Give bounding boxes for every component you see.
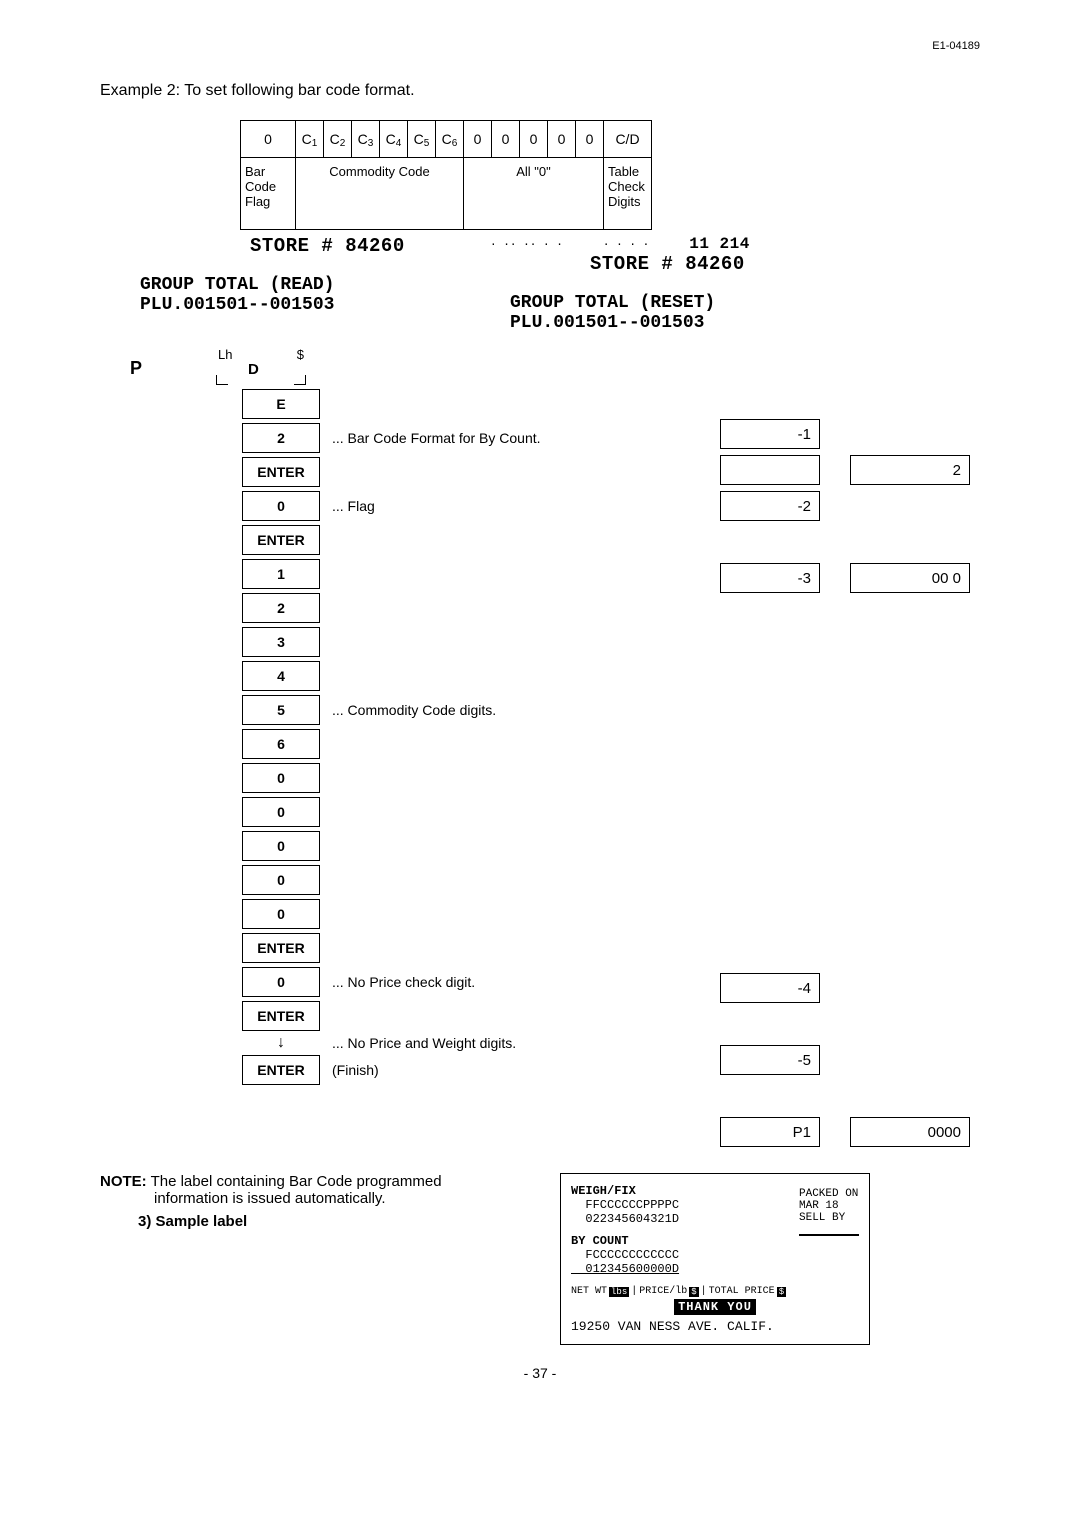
key-0: 0 xyxy=(242,491,320,521)
noise-text: . .. .. . . xyxy=(490,235,563,253)
display-left: -1 xyxy=(720,419,820,449)
key-sequence: P Lh D $ E2... Bar Code Format for By Co… xyxy=(150,353,980,1153)
key-label: ... Bar Code Format for By Count. xyxy=(332,430,541,446)
key-0: 0 xyxy=(242,865,320,895)
barcode-label-cell: Commodity Code xyxy=(296,158,464,230)
lh-text: Lh xyxy=(218,347,232,362)
barcode-cell: 0 xyxy=(464,120,492,158)
display-left: -3 xyxy=(720,563,820,593)
left-store: STORE # 84260 xyxy=(250,235,430,257)
key-0: 0 xyxy=(242,967,320,997)
sample-address: 19250 VAN NESS AVE. CALIF. xyxy=(571,1319,859,1334)
key-0: 0 xyxy=(242,797,320,827)
key-enter: ENTER xyxy=(242,525,320,555)
barcode-cell: C5 xyxy=(408,120,436,158)
display-right: 0000 xyxy=(850,1117,970,1147)
key-enter: ENTER xyxy=(242,1055,320,1085)
barcode-cell: C/D xyxy=(604,120,652,158)
dollar-text: $ xyxy=(297,347,304,362)
sample-l5: FCCCCCCCCCCCC xyxy=(571,1248,859,1262)
barcode-label-cell: All "0" xyxy=(464,158,604,230)
note-zone: NOTE: The label containing Bar Code prog… xyxy=(100,1173,980,1345)
key-4: 4 xyxy=(242,661,320,691)
packed-on: PACKED ON xyxy=(799,1188,859,1200)
right-store: STORE # 84260 xyxy=(590,253,870,275)
sample-footer-row: NET WT lbs | PRICE/lb $ | TOTAL PRICE $ xyxy=(571,1286,859,1297)
left-group-total: GROUP TOTAL (READ) xyxy=(140,275,430,295)
sample-label: WEIGH/FIX FFCCCCCCPPPPC 022345604321D BY… xyxy=(560,1173,870,1345)
barcode-format-table: 0C1C2C3C4C5C600000C/D Bar Code FlagCommo… xyxy=(240,120,980,230)
key-0: 0 xyxy=(242,763,320,793)
right-plu: PLU.001501--001503 xyxy=(510,313,870,333)
barcode-cell: C4 xyxy=(380,120,408,158)
receipt-zone: STORE # 84260 GROUP TOTAL (READ) PLU.001… xyxy=(100,235,980,333)
p-marker: P xyxy=(130,358,210,379)
display-right: 00 0 xyxy=(850,563,970,593)
key-1: 1 xyxy=(242,559,320,589)
packed-block: PACKED ON MAR 18 SELL BY xyxy=(799,1188,859,1236)
key-label: ... No Price and Weight digits. xyxy=(332,1035,516,1051)
key-5: 5 xyxy=(242,695,320,725)
display-left: -2 xyxy=(720,491,820,521)
key-0: 0 xyxy=(242,831,320,861)
sell-by: SELL BY xyxy=(799,1212,859,1224)
barcode-label-cell: Bar Code Flag xyxy=(240,158,296,230)
barcode-cell: 0 xyxy=(492,120,520,158)
note-line2: information is issued automatically. xyxy=(154,1190,530,1207)
barcode-label-cell: Table Check Digits xyxy=(604,158,652,230)
barcode-cell: 0 xyxy=(520,120,548,158)
key-label: (Finish) xyxy=(332,1062,379,1078)
barcode-cell: C1 xyxy=(296,120,324,158)
barcode-cell: C6 xyxy=(436,120,464,158)
noise-text-2: . . . . xyxy=(603,235,649,253)
key-label: ... Commodity Code digits. xyxy=(332,702,496,718)
barcode-cell: 0 xyxy=(240,120,296,158)
barcode-cell: C2 xyxy=(324,120,352,158)
barcode-cell: 0 xyxy=(576,120,604,158)
noise-right: 11 214 xyxy=(689,235,750,253)
display-left: -5 xyxy=(720,1045,820,1075)
thank-you: THANK YOU xyxy=(674,1299,756,1315)
key-6: 6 xyxy=(242,729,320,759)
key-enter: ENTER xyxy=(242,457,320,487)
key-3: 3 xyxy=(242,627,320,657)
arrow-down-icon: ↓ xyxy=(242,1038,320,1048)
sample-l4: BY COUNT xyxy=(571,1234,859,1248)
key-label: ... Flag xyxy=(332,498,375,514)
doc-id: E1-04189 xyxy=(100,40,980,52)
key-2: 2 xyxy=(242,423,320,453)
d-text: D xyxy=(248,361,259,378)
right-group-total: GROUP TOTAL (RESET) xyxy=(510,293,870,313)
key-2: 2 xyxy=(242,593,320,623)
key-label: ... No Price check digit. xyxy=(332,974,475,990)
note-line1: NOTE: The label containing Bar Code prog… xyxy=(100,1173,530,1190)
sample-label-heading: 3) Sample label xyxy=(138,1213,530,1230)
key-0: 0 xyxy=(242,899,320,929)
key-enter: ENTER xyxy=(242,933,320,963)
packed-date: MAR 18 xyxy=(799,1200,859,1212)
key-e: E xyxy=(242,389,320,419)
display-left xyxy=(720,455,820,485)
left-plu: PLU.001501--001503 xyxy=(140,295,430,315)
display-right: 2 xyxy=(850,455,970,485)
barcode-cell: 0 xyxy=(548,120,576,158)
example-title: Example 2: To set following bar code for… xyxy=(100,82,980,100)
sample-l6: 012345600000D xyxy=(571,1262,859,1276)
barcode-cell: C3 xyxy=(352,120,380,158)
display-left: -4 xyxy=(720,973,820,1003)
display-left: P1 xyxy=(720,1117,820,1147)
page-number: - 37 - xyxy=(100,1365,980,1381)
key-enter: ENTER xyxy=(242,1001,320,1031)
